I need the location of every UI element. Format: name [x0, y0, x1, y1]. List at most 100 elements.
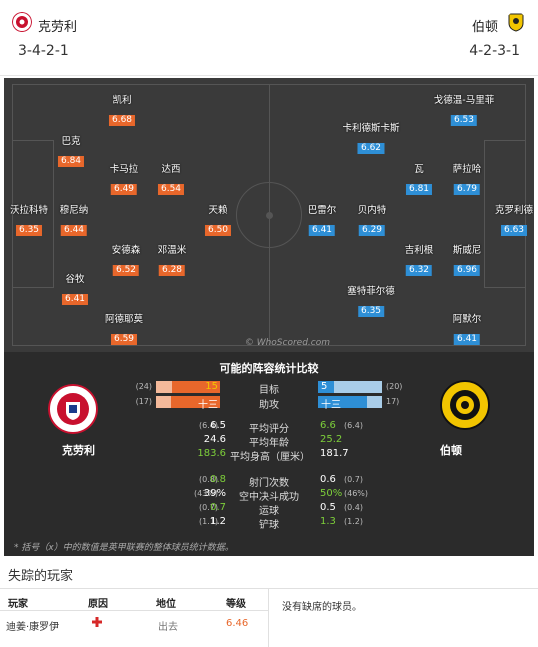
stat-label: 平均评分: [249, 424, 289, 435]
away-bar-track: [318, 381, 382, 393]
league-avg-home: (24): [135, 382, 152, 391]
away-stat-value: 25.2: [320, 434, 343, 445]
player-name: 巴克: [61, 136, 81, 147]
match-header: 克劳利 3-4-2-1 伯顿 4-2-3-1: [0, 0, 538, 76]
stat-label: 平均身高（厘米）: [230, 452, 310, 463]
home-stat-value: 24.6: [203, 434, 226, 445]
home-player[interactable]: 安德森 6.52: [112, 245, 140, 276]
player-rating: 6.62: [357, 143, 385, 154]
player-rating: 6.81: [405, 184, 433, 195]
comparison-stat-row: (0.7) 0.7 运球 0.5 (0.4): [4, 502, 534, 517]
player-rating: 6.35: [15, 225, 43, 236]
col-header-player: 玩家: [8, 599, 28, 610]
player-name: 沃拉科特: [9, 205, 49, 216]
league-avg-home: (0.8): [199, 475, 218, 484]
home-crest-icon: [48, 384, 98, 434]
player-rating: 6.54: [157, 184, 185, 195]
away-crest-icon: [508, 13, 524, 32]
player-name: 穆尼纳: [59, 205, 89, 216]
player-rating: 6.52: [112, 265, 140, 276]
comparison-stat-row: (1.1) 1.2 铲球 1.3 (1.2): [4, 516, 534, 531]
watermark: © WhoScored.com: [244, 338, 330, 348]
player-name: 谷牧: [65, 274, 85, 285]
player-name: 天赖: [208, 205, 228, 216]
away-player[interactable]: 塞特菲尔德 6.35: [347, 286, 395, 317]
home-player[interactable]: 阿德耶莫 6.59: [105, 314, 143, 345]
player-name: 贝内特: [357, 205, 387, 216]
away-stat-value: 0.5: [320, 502, 336, 513]
home-player[interactable]: 达西 6.54: [157, 164, 185, 195]
player-rating: 6.32: [405, 265, 433, 276]
home-stat-value: 1.2: [210, 516, 226, 527]
away-player[interactable]: 戈德温-马里菲 6.53: [434, 95, 494, 126]
home-bar-value: 15: [205, 381, 218, 392]
away-crest-icon: [440, 380, 490, 430]
away-player[interactable]: 萨拉哈 6.79: [453, 164, 481, 195]
home-player[interactable]: 穆尼纳 6.44: [59, 205, 89, 236]
comparison-title: 可能的阵容统计比较: [219, 362, 319, 375]
player-rating: 6.28: [158, 265, 186, 276]
player-name: 戈德温-马里菲: [433, 95, 495, 106]
injury-icon: [91, 616, 103, 628]
home-team-label: 克劳利: [62, 444, 95, 457]
stat-label: 目标: [259, 385, 279, 396]
home-stat-value: 6.5: [210, 420, 226, 431]
away-player[interactable]: 贝内特 6.29: [357, 205, 387, 236]
away-player[interactable]: 吉利根 6.32: [404, 245, 434, 276]
away-player[interactable]: 阿默尔 6.41: [453, 314, 481, 345]
home-player[interactable]: 天赖 6.50: [204, 205, 232, 236]
league-avg-home: (0.7): [199, 503, 218, 512]
league-avg-home: (17): [135, 397, 152, 406]
league-avg-away: (20): [386, 382, 403, 391]
comparison-bar-row: (24) 15 目标 5 (20): [4, 381, 534, 396]
missing-player-name[interactable]: 迪姜·康罗伊: [6, 622, 60, 633]
missing-player-status: 出去: [158, 622, 178, 633]
league-avg-away: (0.4): [344, 503, 363, 512]
away-team-name[interactable]: 伯顿: [471, 20, 498, 35]
player-name: 斯威尼: [452, 245, 482, 256]
player-rating: 6.41: [61, 294, 89, 305]
home-player[interactable]: 谷牧 6.41: [61, 274, 89, 305]
divider: [268, 588, 269, 647]
away-stat-value: 0.6: [320, 474, 336, 485]
league-avg-away: (1.2): [344, 517, 363, 526]
player-name: 吉利根: [404, 245, 434, 256]
comparison-stat-row: (43%) 39% 空中决斗成功 50% (46%): [4, 488, 534, 503]
stat-label: 助攻: [259, 400, 279, 411]
player-rating: 6.41: [308, 225, 336, 236]
home-player[interactable]: 凯利 6.68: [108, 95, 136, 126]
home-penalty-area: [12, 140, 54, 288]
player-rating: 6.29: [358, 225, 386, 236]
away-player[interactable]: 卡利德斯卡斯 6.62: [342, 123, 400, 154]
home-player[interactable]: 邓温米 6.28: [158, 245, 186, 276]
home-stat-value: 39%: [203, 488, 226, 499]
home-player[interactable]: 卡马拉 6.49: [110, 164, 138, 195]
missing-players-title: 失踪的玩家: [8, 569, 74, 584]
comparison-stat-row: (6.4) 6.5 平均评分 6.6 (6.4): [4, 420, 534, 435]
away-player[interactable]: 瓦 6.81: [405, 164, 433, 195]
home-team-name[interactable]: 克劳利: [38, 20, 78, 35]
away-player[interactable]: 巴雷尔 6.41: [308, 205, 336, 236]
league-avg-home: (1.1): [199, 517, 218, 526]
player-rating: 6.79: [453, 184, 481, 195]
home-bar-value: 十三: [198, 400, 218, 411]
away-player[interactable]: 克罗利德 6.63: [495, 205, 533, 236]
player-rating: 6.50: [204, 225, 232, 236]
player-rating: 6.49: [110, 184, 138, 195]
home-player[interactable]: 沃拉科特 6.35: [10, 205, 48, 236]
formation-pitch: 凯利 6.68 巴克 6.84 卡马拉 6.49 达西 6.54 沃拉科特 6.35 穆尼…: [4, 78, 534, 352]
stat-label: 运球: [259, 506, 279, 517]
away-bar-fill: [318, 381, 334, 393]
player-name: 凯利: [112, 95, 132, 106]
league-avg-home: (43%): [193, 489, 218, 498]
home-player[interactable]: 巴克 6.84: [57, 136, 85, 167]
league-avg-away: 17): [386, 397, 400, 406]
comparison-stat-row: 183.6 平均身高（厘米） 181.7: [4, 448, 534, 463]
away-player[interactable]: 斯威尼 6.96: [452, 245, 482, 276]
divider: [0, 610, 268, 611]
player-rating: 6.44: [60, 225, 88, 236]
col-header-reason: 原因: [88, 599, 108, 610]
lineup-comparison: 可能的阵容统计比较 克劳利 伯顿 (24) 15 目标 5 (20) (17) 十三 助攻 十三…: [4, 352, 534, 556]
home-crest-icon: [12, 12, 32, 32]
col-header-status: 地位: [156, 599, 176, 610]
